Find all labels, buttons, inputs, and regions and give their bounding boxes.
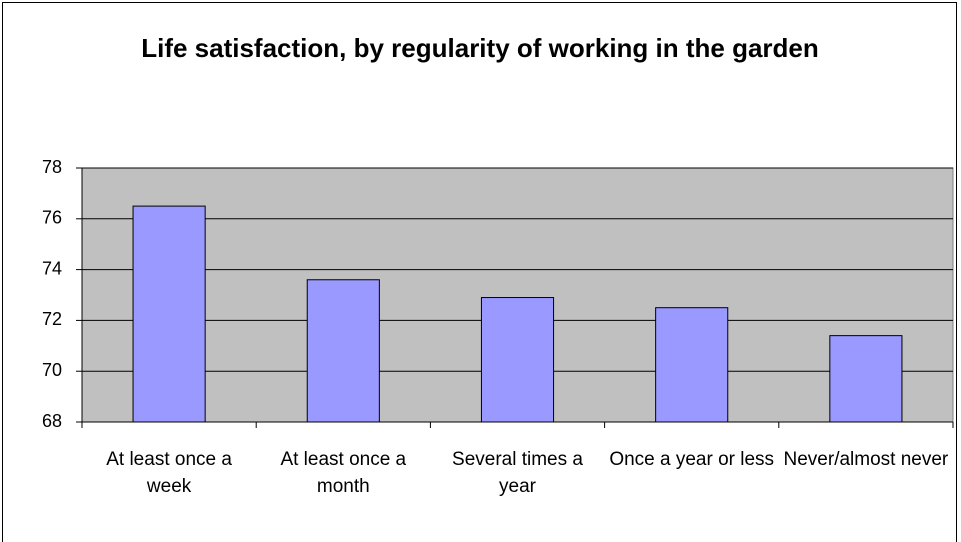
y-tick-label: 70 [42,360,62,380]
x-tick-label: Never/almost never [783,449,949,470]
bar [132,205,206,423]
x-tick-label: At least once a week [106,449,232,497]
x-tick-label: Once a year or less [609,449,775,470]
x-tick-label: Several times a year [452,449,583,497]
bar [480,297,555,423]
bar [655,307,729,423]
y-tick-label: 76 [42,208,62,228]
x-tick-label: At least once a month [280,449,407,497]
y-tick-label: 78 [42,157,62,177]
y-tick-label: 68 [42,411,62,431]
bar [306,279,380,423]
bar [829,335,903,423]
chart-title: Life satisfaction, by regularity of work… [141,33,819,63]
y-tick-label: 74 [42,258,62,278]
y-tick-label: 72 [42,309,62,329]
